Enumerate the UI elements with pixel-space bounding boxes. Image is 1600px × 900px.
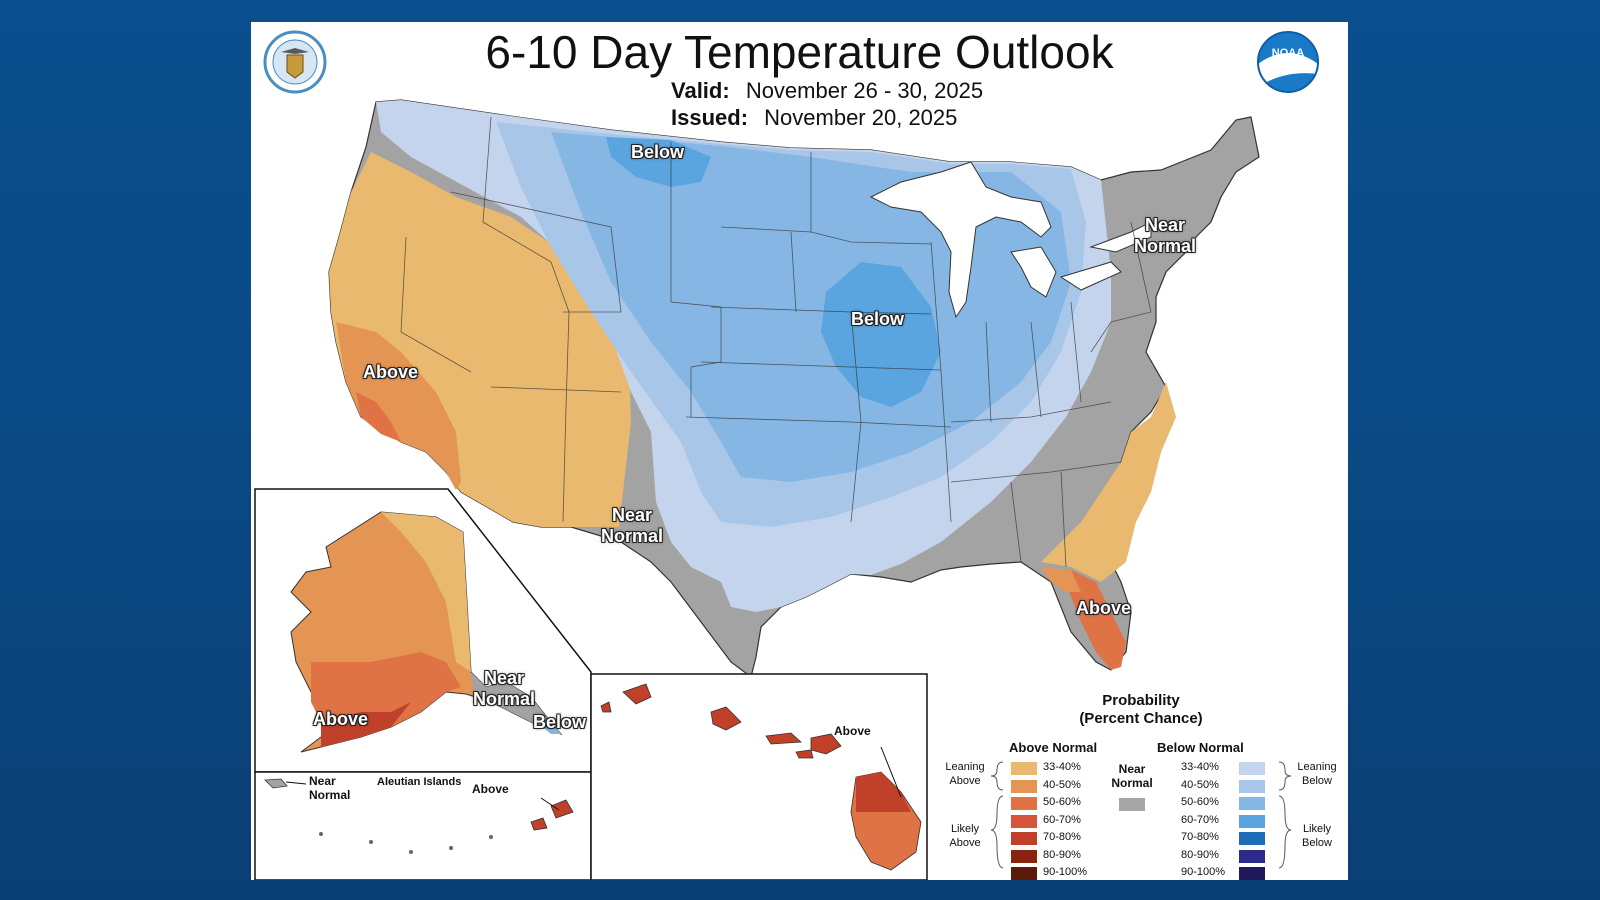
issued-label: Issued:	[671, 105, 749, 130]
above-fl-inner	[1041, 567, 1081, 592]
legend-near-normal: Near Normal	[1111, 762, 1153, 790]
legend-above-range: 80-90%	[1043, 848, 1081, 861]
legend-below-range: 40-50%	[1181, 778, 1219, 791]
valid-value: November 26 - 30, 2025	[745, 78, 984, 103]
label-aleutian-near-normal: Near Normal	[309, 774, 351, 802]
legend-below-swatch	[1239, 797, 1265, 810]
legend-below-range: 90-100%	[1181, 866, 1226, 878]
label-above-west: Above	[363, 362, 419, 382]
legend-above-swatch	[1011, 867, 1037, 880]
legend-below-swatch	[1239, 814, 1265, 828]
valid-date-line: Valid: November 26 - 30, 2025	[671, 78, 983, 104]
legend-below-range: 80-90%	[1181, 848, 1219, 861]
legend-near-normal-swatch	[1119, 798, 1145, 811]
legend-below-swatch	[1239, 867, 1265, 880]
legend-above-range: 90-100%	[1043, 866, 1088, 878]
legend-likely-above: Likely Above	[949, 823, 981, 849]
noaa-logo-icon: NOAA	[1257, 31, 1319, 93]
label-below-midwest: Below	[851, 309, 905, 329]
above-southeast	[1021, 382, 1176, 582]
issued-date-line: Issued: November 20, 2025	[671, 105, 957, 131]
legend-below-swatch	[1239, 832, 1265, 845]
legend-below-swatch	[1239, 849, 1265, 863]
svg-text:NOAA: NOAA	[1272, 47, 1304, 59]
legend-braces	[990, 761, 1292, 869]
alaska-inset	[254, 488, 592, 880]
legend-above-swatch	[1011, 762, 1037, 775]
legend-likely-below: Likely Below	[1302, 823, 1332, 849]
legend-leaning-above: Leaning Above	[945, 761, 985, 787]
legend-below-header: Below Normal	[1157, 740, 1244, 755]
label-aleutian-islands: Aleutian Islands	[377, 776, 462, 788]
legend-above-swatch	[1011, 814, 1037, 828]
legend-above-range: 33-40%	[1043, 761, 1081, 773]
legend-below-swatch	[1239, 762, 1265, 775]
legend-above-swatch	[1011, 797, 1037, 810]
legend-below-swatch	[1239, 779, 1265, 793]
legend-title: Probability (Percent Chance)	[1079, 692, 1203, 727]
state-lines	[400, 116, 1152, 568]
commerce-seal-icon	[263, 30, 327, 94]
legend-above-swatch	[1011, 849, 1037, 863]
below-60	[606, 137, 711, 187]
legend-below-range: 70-80%	[1181, 831, 1219, 843]
below-60-midwest	[821, 262, 941, 407]
great-lakes	[869, 161, 1152, 319]
label-above-florida: Above	[1076, 598, 1132, 618]
label-ak-near-normal: Near Normal	[473, 668, 536, 709]
probability-legend: Probability (Percent Chance) Above Norma…	[941, 690, 1341, 880]
label-hawaii-above: Above	[834, 724, 871, 738]
label-below-north: Below	[631, 142, 685, 162]
page-title: 6-10 Day Temperature Outlook	[485, 26, 1114, 78]
legend-above-header: Above Normal	[1009, 740, 1098, 755]
hawaii-inset	[590, 673, 928, 880]
legend-above-swatch	[1011, 832, 1037, 845]
legend-below-range: 50-60%	[1181, 796, 1219, 808]
above-west-50	[356, 392, 401, 442]
label-near-normal-northeast: Near Normal	[1134, 215, 1197, 256]
issued-value: November 20, 2025	[764, 105, 958, 130]
above-west-40	[336, 322, 461, 490]
legend-leaning-below: Leaning Below	[1297, 761, 1337, 787]
legend-above-range: 70-80%	[1043, 831, 1081, 843]
valid-label: Valid:	[671, 78, 730, 103]
label-ak-above: Above	[313, 709, 369, 729]
conus-map: NOAA	[254, 30, 1319, 880]
legend-above-range: 60-70%	[1043, 813, 1081, 826]
legend-above-range: 50-60%	[1043, 796, 1081, 808]
legend-below-range: 33-40%	[1181, 761, 1219, 773]
above-fl	[1069, 570, 1126, 670]
label-near-normal-texas: Near Normal	[601, 505, 664, 546]
label-ak-below: Below	[533, 712, 587, 732]
legend-above-range: 40-50%	[1043, 778, 1081, 791]
legend-above-swatch	[1011, 779, 1037, 793]
outlook-panel: NOAA 6-10 Day Temperature Outlook Valid:…	[251, 22, 1348, 880]
legend-below-range: 60-70%	[1181, 813, 1219, 826]
label-aleutian-above: Above	[472, 782, 509, 796]
